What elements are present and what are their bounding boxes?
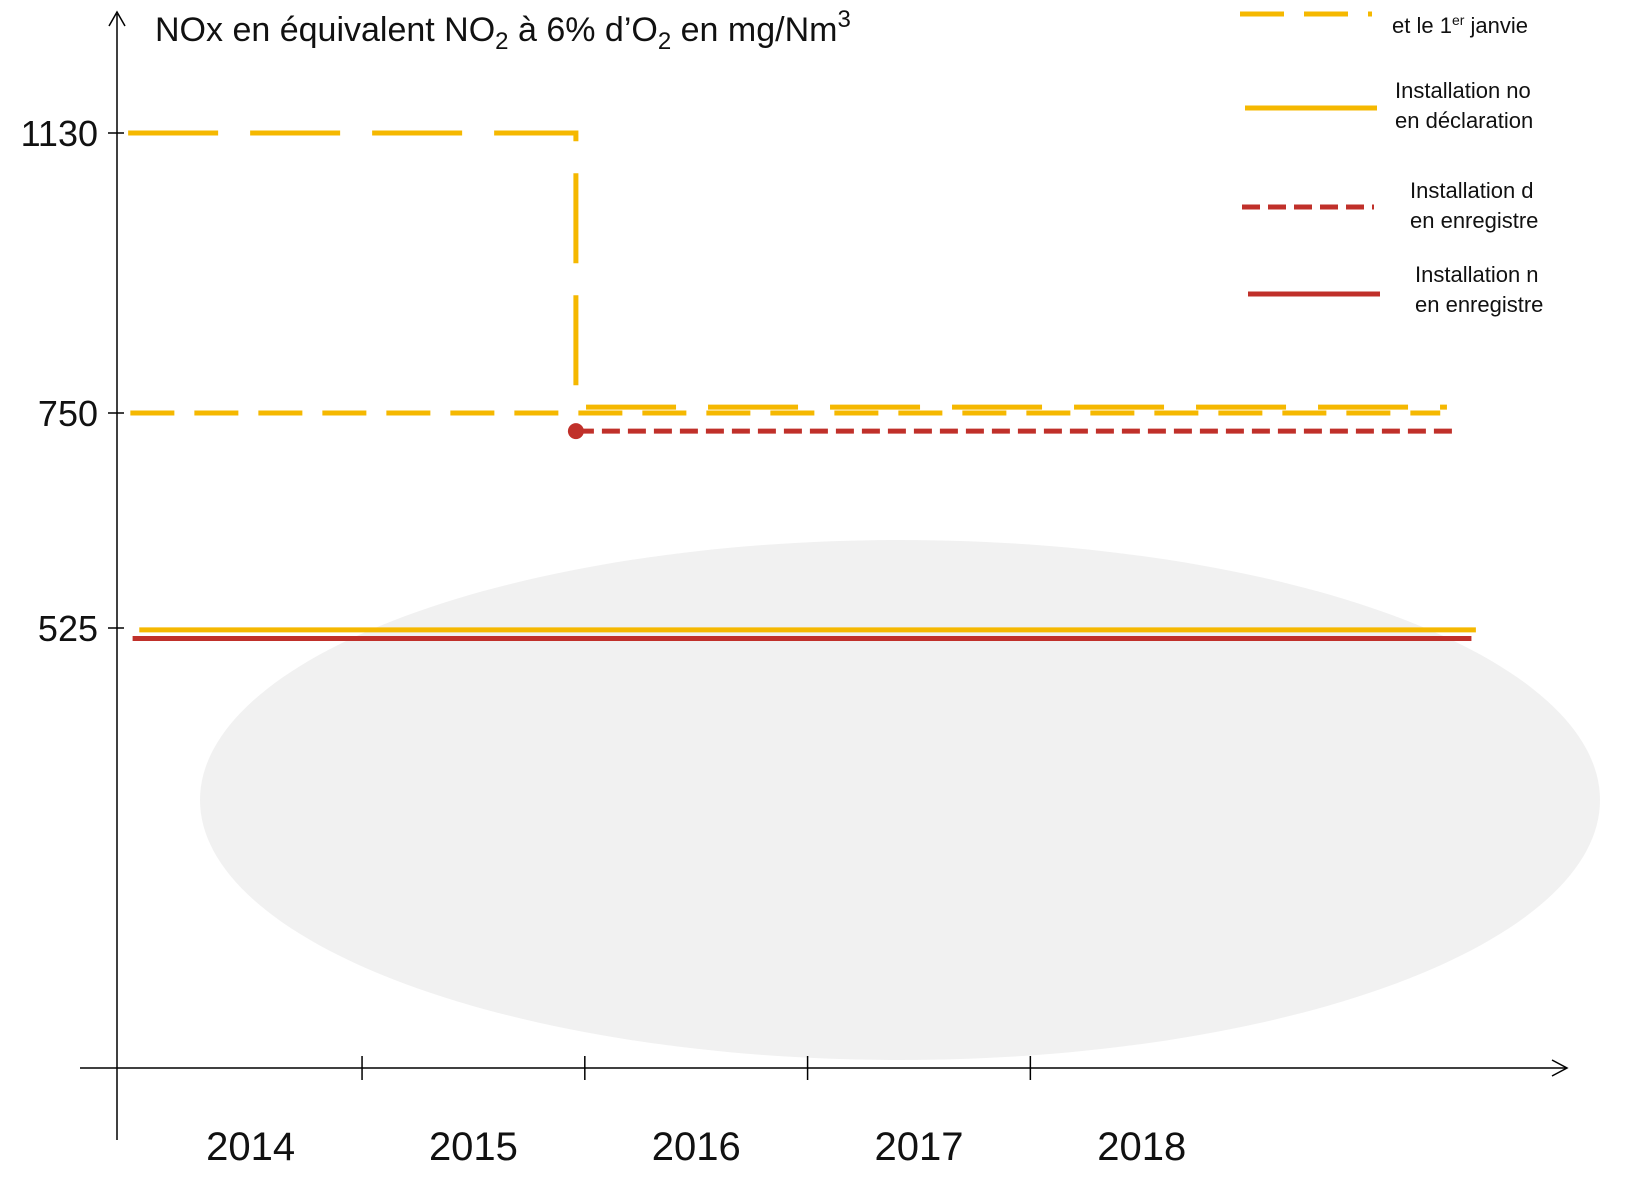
title-part: NOx en équivalent NO — [155, 11, 496, 49]
title-part: en mg/Nm — [671, 11, 838, 49]
title-part: 3 — [837, 6, 851, 33]
x-tick-label: 2018 — [1097, 1125, 1186, 1169]
legend-label-part: janvie — [1464, 13, 1528, 38]
y-tick-label: 750 — [38, 393, 98, 434]
title-part: 2 — [657, 28, 672, 55]
y-axis-arrow — [108, 10, 126, 27]
title-part: à 6% d’O — [508, 11, 658, 49]
background-shape — [200, 540, 1600, 1060]
title-part: 2 — [495, 28, 509, 55]
legend-label-part: er — [1451, 12, 1465, 28]
x-tick-label: 2017 — [874, 1125, 963, 1169]
x-tick-label: 2015 — [429, 1125, 518, 1169]
legend-label-part: et le 1 — [1392, 13, 1452, 38]
legend-label: et le 1er janvie — [1392, 5, 1528, 41]
legend-label: Installation d en enregistre — [1410, 178, 1539, 233]
chart-title: NOx en équivalent NO2 à 6% d’O2 en mg/Nm… — [155, 6, 851, 56]
series-line — [128, 130, 1447, 410]
legend-label: Installation no en déclaration — [1395, 78, 1534, 133]
y-tick-label: 525 — [38, 608, 98, 649]
y-tick-label: 1130 — [21, 113, 98, 154]
x-tick-label: 2016 — [652, 1125, 741, 1169]
x-tick-label: 2014 — [206, 1125, 295, 1169]
legend-label: Installation n en enregistre — [1415, 262, 1544, 317]
series-marker — [567, 423, 584, 440]
x-axis-arrow — [1551, 1059, 1569, 1077]
